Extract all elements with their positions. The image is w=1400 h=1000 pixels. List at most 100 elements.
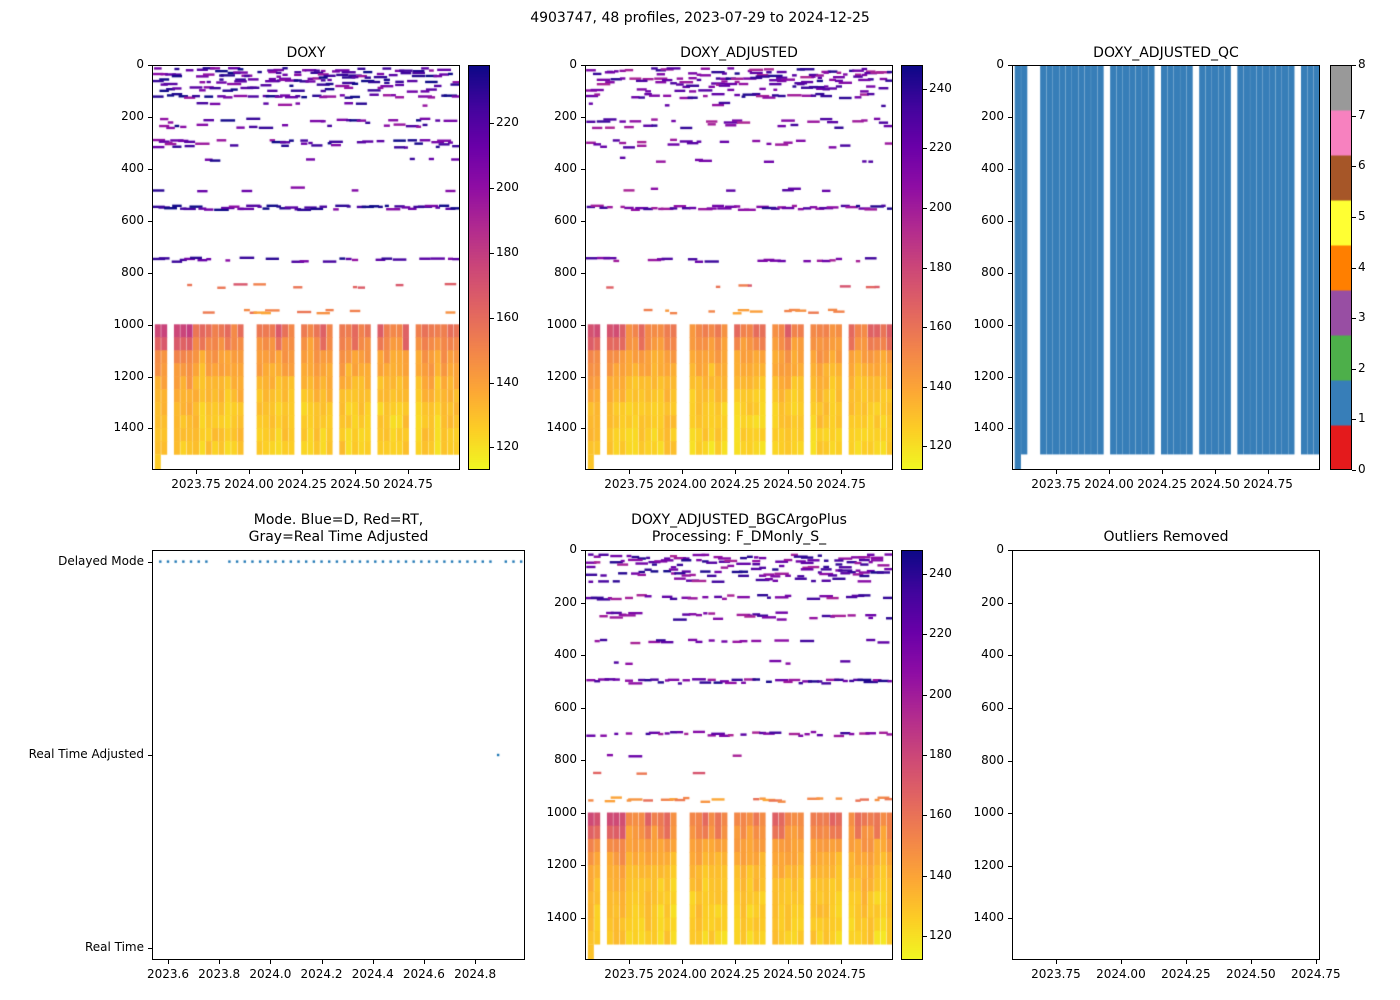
colorbar-tick-mark (923, 634, 927, 636)
colorbar-tick-label: 180 (929, 259, 952, 274)
colorbar-tick-mark (1352, 65, 1356, 66)
y-tick-mark (1008, 116, 1012, 118)
x-tick-label: 2024.00 (1084, 477, 1134, 491)
y-tick-mark (148, 948, 152, 950)
x-tick-mark (1120, 960, 1122, 964)
x-tick-mark (735, 470, 737, 474)
y-tick-label: 600 (981, 699, 1004, 714)
y-tick-mark (1008, 550, 1012, 551)
y-tick-label: 200 (981, 108, 1004, 123)
y-tick-label: 800 (121, 264, 144, 279)
y-tick-label: 200 (121, 108, 144, 123)
doxy-adjusted-qc-heatmap-canvas (1012, 65, 1320, 470)
mode-scatter-canvas (152, 550, 525, 960)
x-tick-label: 2023.6 (146, 967, 189, 981)
x-tick-label: 2024.2 (300, 967, 343, 981)
x-tick-label: 2024.75 (816, 967, 866, 981)
x-tick-label: 2024.8 (454, 967, 497, 981)
y-tick-mark (1008, 376, 1012, 378)
y-tick-mark (1008, 602, 1012, 604)
doxy-adjusted-colorbar-canvas (901, 65, 923, 470)
y-tick-label: 1200 (113, 368, 144, 383)
y-tick-label: 800 (554, 264, 577, 279)
x-tick-mark (682, 470, 683, 474)
y-tick-mark (1008, 272, 1012, 274)
y-tick-label: 600 (554, 212, 577, 227)
colorbar-tick-mark (1352, 368, 1356, 370)
x-tick-label: 2024.00 (1096, 967, 1146, 981)
panel-title-outliers: Outliers Removed (1103, 529, 1229, 545)
x-tick-label: 2024.50 (330, 477, 380, 491)
panel-title-doxy-adjusted-qc: DOXY_ADJUSTED_QC (1093, 45, 1239, 61)
x-tick-label: 2024.00 (224, 477, 274, 491)
colorbar-tick-label: 220 (929, 626, 952, 641)
colorbar-tick-mark (923, 694, 927, 696)
x-tick-label: 2024.50 (763, 477, 813, 491)
panel-title-doxy-adjusted: DOXY_ADJUSTED (680, 45, 798, 61)
colorbar-tick-label: 120 (496, 439, 519, 454)
y-tick-label: 200 (554, 594, 577, 609)
y-tick-mark (581, 550, 585, 551)
x-tick-mark (841, 470, 843, 474)
y-tick-label: 1400 (113, 420, 144, 435)
colorbar-tick-label: 5 (1358, 208, 1366, 223)
y-tick-mark (148, 324, 152, 326)
x-tick-label: 2024.4 (351, 967, 394, 981)
x-tick-mark (408, 470, 410, 474)
y-tick-mark (581, 116, 585, 118)
y-tick-mark (1008, 655, 1012, 657)
colorbar-tick-mark (490, 252, 494, 254)
y-tick-mark (1008, 707, 1012, 709)
x-tick-mark (788, 960, 790, 964)
colorbar-tick-label: 120 (929, 927, 952, 942)
y-tick-label: 400 (554, 160, 577, 175)
colorbar-tick-label: 180 (496, 244, 519, 259)
y-tick-mark (581, 376, 585, 378)
y-tick-mark (581, 707, 585, 709)
y-tick-label: 1200 (973, 857, 1004, 872)
y-tick-label: 400 (981, 160, 1004, 175)
y-tick-label: 400 (981, 647, 1004, 662)
colorbar-tick-label: 120 (929, 438, 952, 453)
y-tick-mark (581, 812, 585, 814)
colorbar-tick-mark (923, 574, 927, 576)
y-tick-mark (1008, 168, 1012, 170)
y-tick-mark (148, 116, 152, 118)
colorbar-tick-label: 220 (496, 115, 519, 130)
y-tick-label: 1000 (546, 804, 577, 819)
x-tick-mark (219, 960, 221, 964)
y-tick-label: 1200 (546, 368, 577, 383)
x-tick-label: 2024.25 (710, 477, 760, 491)
y-tick-mark (148, 428, 152, 430)
figure-title: 4903747, 48 profiles, 2023-07-29 to 2024… (530, 10, 870, 26)
colorbar-tick-mark (1352, 318, 1356, 320)
doxy-adjusted-qc-axes-frame (1012, 65, 1320, 470)
y-tick-mark (1008, 428, 1012, 430)
doxy-adjusted-colorbar-frame (901, 65, 923, 470)
y-tick-mark (581, 865, 585, 867)
panel-title-mode: Mode. Blue=D, Red=RT, Gray=Real Time Adj… (248, 512, 429, 545)
colorbar-tick-label: 140 (929, 867, 952, 882)
y-tick-mark (1008, 865, 1012, 867)
colorbar-tick-label: 200 (929, 686, 952, 701)
bgc-heatmap-canvas (585, 550, 893, 960)
y-tick-label: 600 (121, 212, 144, 227)
x-tick-mark (1185, 960, 1187, 964)
x-tick-mark (423, 960, 425, 964)
y-tick-label: 0 (569, 542, 577, 556)
x-tick-mark (475, 960, 477, 964)
x-tick-mark (1055, 960, 1057, 964)
outliers-axes-frame (1012, 550, 1320, 960)
y-tick-mark (1008, 324, 1012, 326)
y-tick-mark (148, 561, 152, 563)
y-tick-label: 200 (554, 108, 577, 123)
x-tick-label: 2024.50 (1190, 477, 1240, 491)
y-tick-label: 1200 (973, 368, 1004, 383)
y-tick-label: 600 (554, 699, 577, 714)
y-tick-mark (581, 760, 585, 762)
doxy-heatmap-canvas (152, 65, 460, 470)
colorbar-tick-mark (923, 386, 927, 388)
x-tick-mark (629, 470, 630, 474)
x-tick-label: 2023.75 (1031, 967, 1081, 981)
